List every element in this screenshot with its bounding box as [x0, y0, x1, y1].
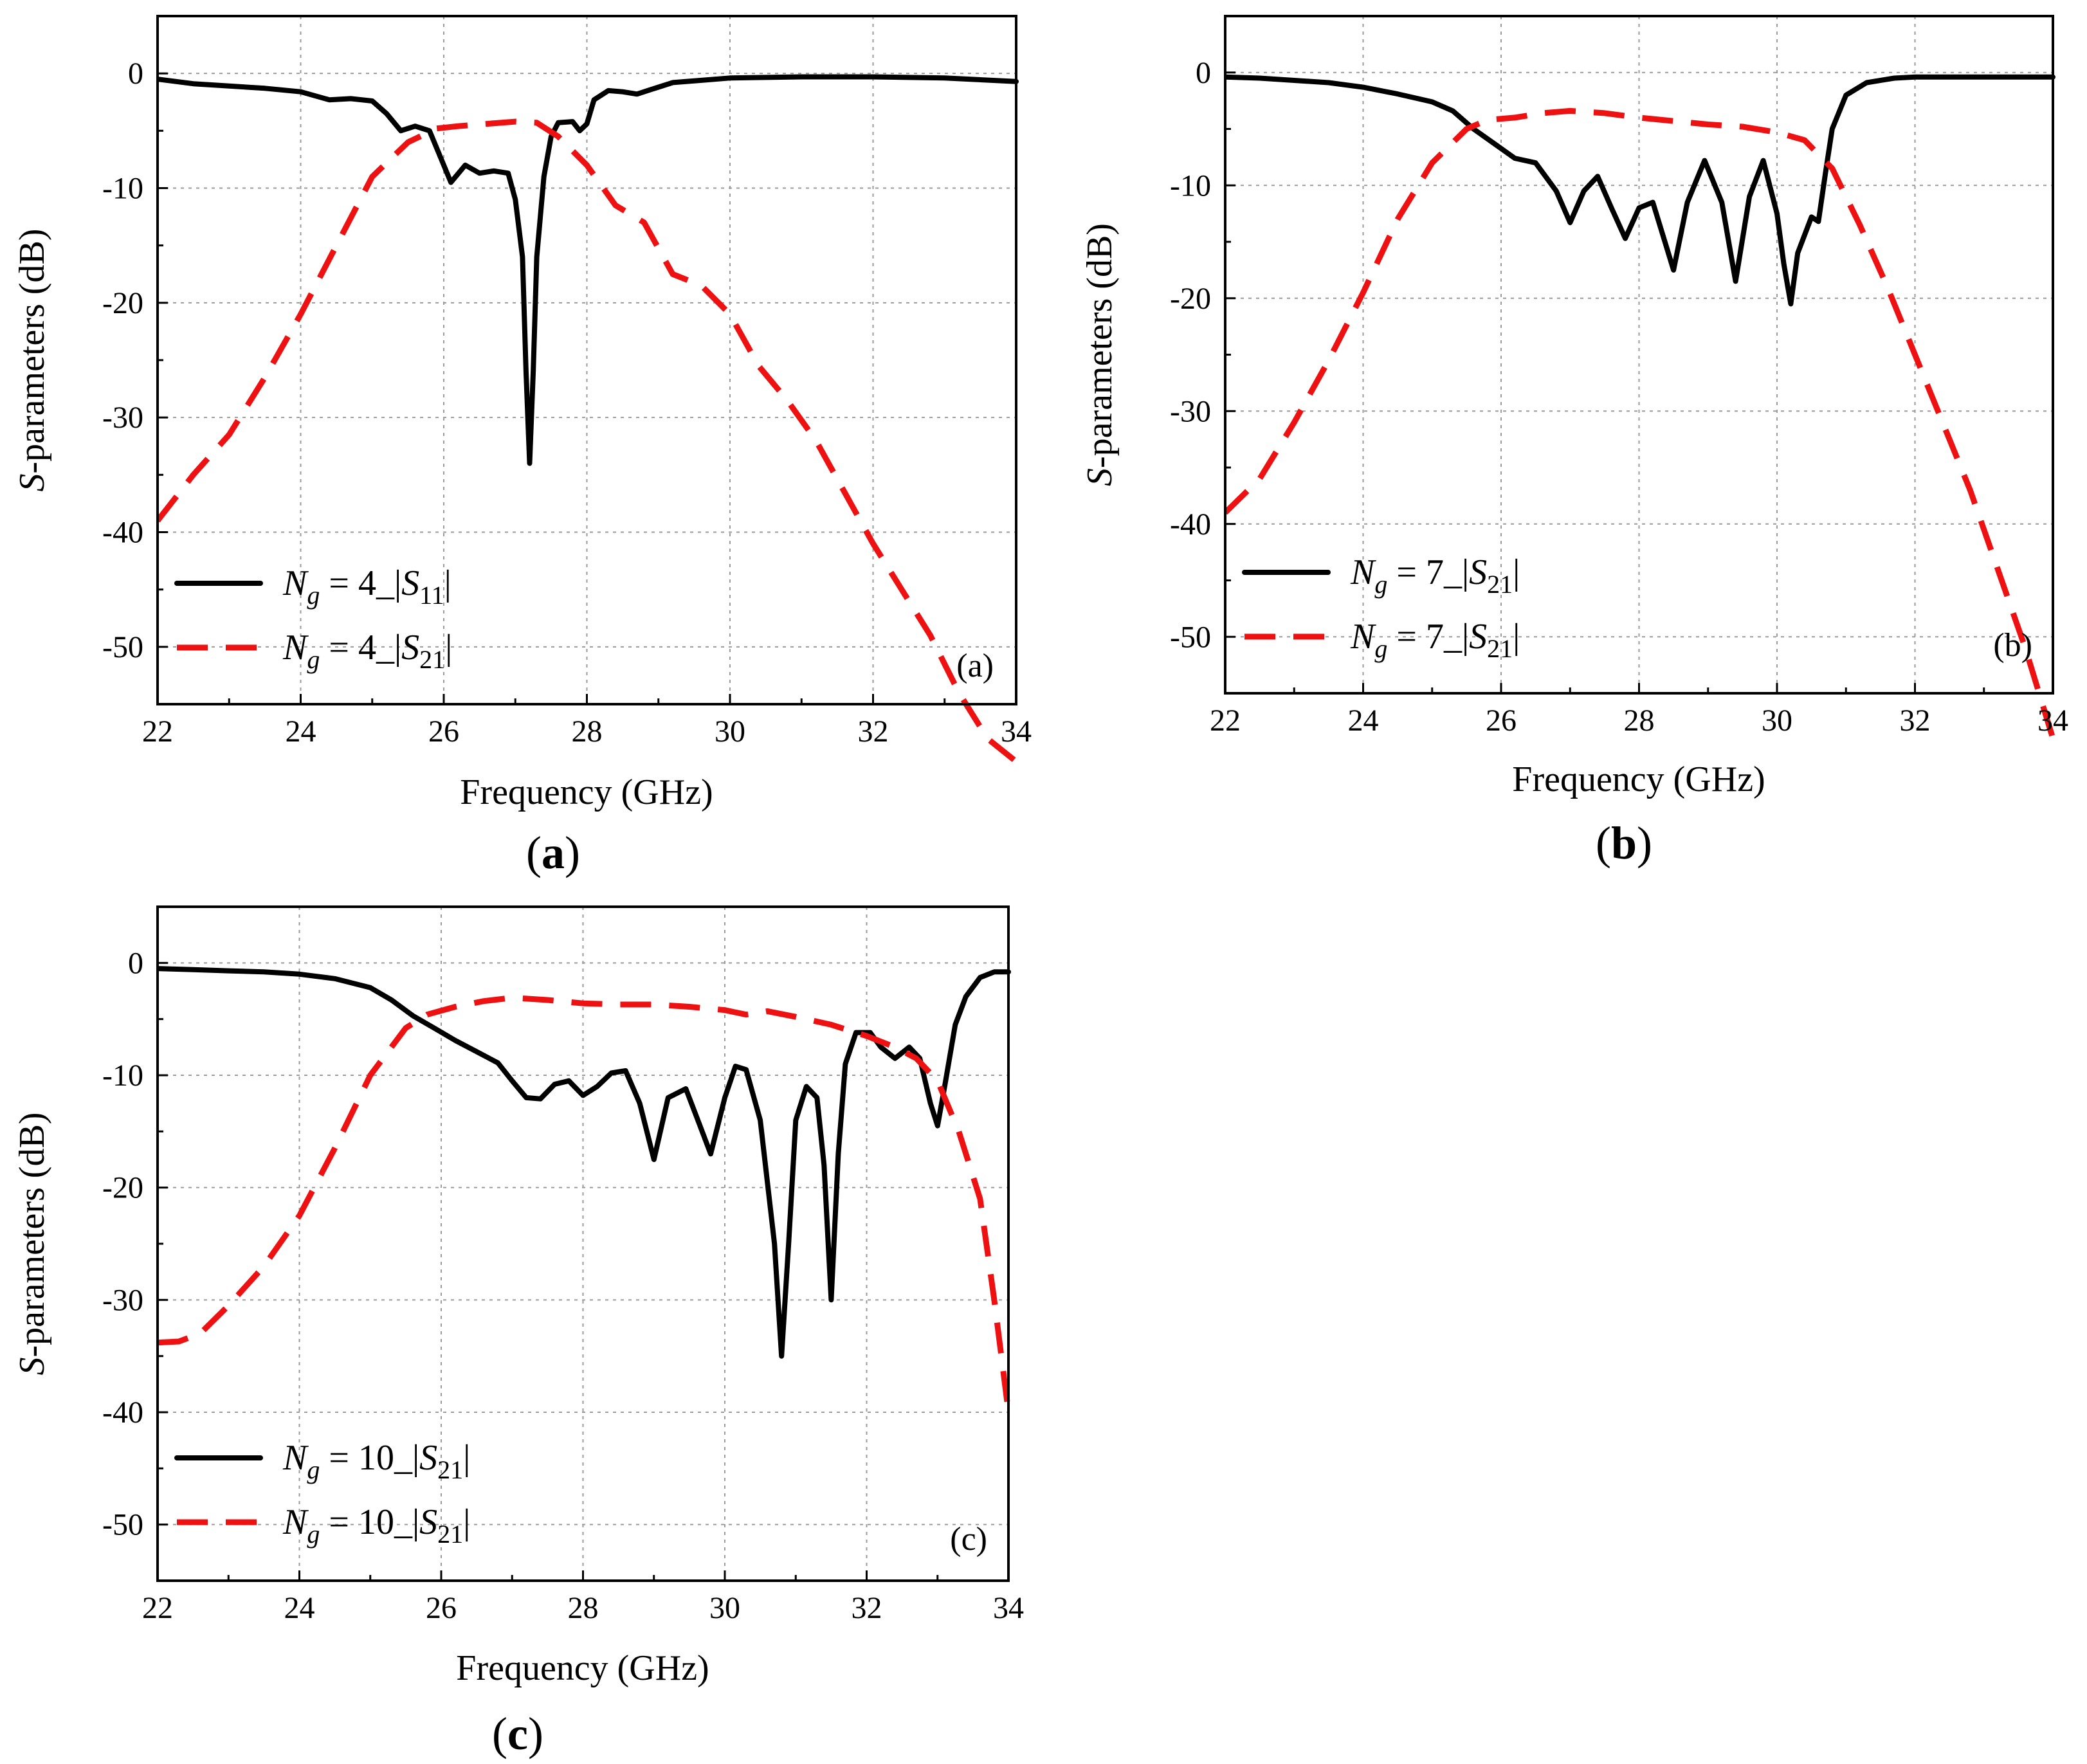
x-tick-label: 32	[858, 714, 889, 749]
legend-label-dashed: Ng = 7_|S21|	[1350, 617, 1520, 663]
y-axis-label: S-parameters (dB)	[1080, 223, 1120, 486]
panel-c: 22 24 26 28 30 32 34 0 -10 -20 -30 -40 -50 Frequency …	[12, 905, 1024, 1759]
y-tick-label: -10	[102, 1059, 143, 1093]
panel-tag: (c)	[950, 1521, 987, 1558]
x-tick-label: 30	[715, 714, 745, 749]
panel-caption: (a)	[526, 827, 580, 878]
y-tick-label: -40	[102, 1396, 143, 1430]
x-tick-label: 30	[1762, 704, 1792, 738]
y-tick-label: 0	[128, 946, 143, 980]
x-tick-label: 28	[568, 1591, 599, 1625]
x-tick-label: 26	[1486, 704, 1517, 738]
series-line-dashed	[158, 118, 1018, 764]
x-tick-label: 32	[1900, 704, 1931, 738]
panel-caption: (b)	[1596, 817, 1652, 869]
panel-b: 22 24 26 28 30 32 34 0 -10 -20 -30 -40 -50 Frequency …	[1080, 15, 2068, 869]
y-tick-label: -50	[102, 630, 143, 664]
y-axis-label: S-parameters (dB)	[12, 229, 52, 492]
y-tick-label: -40	[102, 516, 143, 550]
series-line-solid	[158, 74, 1019, 466]
x-tick-label: 28	[1624, 704, 1655, 738]
y-tick-label: -20	[1170, 282, 1211, 316]
panel-caption: (c)	[492, 1708, 543, 1759]
panel-tag: (a)	[956, 648, 994, 684]
x-tick-label: 32	[852, 1591, 882, 1625]
y-tick-label: -50	[1170, 620, 1211, 654]
x-tick-label: 34	[993, 1591, 1024, 1625]
series-line-dashed	[158, 995, 1012, 1413]
x-tick-label: 24	[284, 1591, 315, 1625]
x-tick-label: 30	[709, 1591, 740, 1625]
x-tick-label: 34	[2037, 704, 2068, 738]
y-tick-label: -40	[1170, 507, 1211, 541]
x-tick-label: 22	[142, 714, 173, 749]
legend-label-solid: Ng = 7_|S21|	[1350, 552, 1520, 599]
series-line-solid	[158, 966, 1011, 1359]
panel-tag: (b)	[1993, 627, 2032, 664]
x-tick-label: 26	[428, 714, 459, 749]
y-tick-label: 0	[1196, 56, 1211, 90]
x-tick-label: 24	[1348, 704, 1379, 738]
y-tick-label: -30	[102, 401, 143, 435]
legend-label-dashed: Ng = 4_|S21|	[282, 628, 452, 674]
x-tick-label: 28	[572, 714, 603, 749]
x-tick-label: 22	[1210, 704, 1241, 738]
x-axis-label: Frequency (GHz)	[1512, 759, 1765, 799]
legend-label-dashed: Ng = 10_|S21|	[282, 1502, 470, 1549]
y-tick-label: 0	[128, 57, 143, 91]
panel-a: 22 24 26 28 30 32 34 0 -10 -20 -30 -40 -50 Frequency …	[12, 15, 1032, 878]
y-tick-label: -50	[102, 1508, 143, 1542]
y-tick-label: -20	[102, 286, 143, 320]
y-tick-label: -20	[102, 1171, 143, 1205]
y-tick-label: -30	[102, 1283, 143, 1317]
x-axis-label: Frequency (GHz)	[456, 1648, 709, 1688]
x-axis-label: Frequency (GHz)	[460, 772, 713, 812]
legend-label-solid: Ng = 4_|S11|	[282, 563, 451, 610]
x-tick-label: 22	[142, 1591, 173, 1625]
y-tick-label: -10	[1170, 168, 1211, 203]
y-tick-label: -30	[1170, 394, 1211, 428]
legend-label-solid: Ng = 10_|S21|	[282, 1438, 470, 1484]
y-tick-label: -10	[102, 172, 143, 206]
x-tick-label: 34	[1001, 714, 1032, 749]
x-tick-label: 24	[286, 714, 316, 749]
x-tick-label: 26	[426, 1591, 457, 1625]
y-axis-label: S-parameters (dB)	[12, 1113, 52, 1376]
series-line-dashed	[1225, 107, 2056, 740]
